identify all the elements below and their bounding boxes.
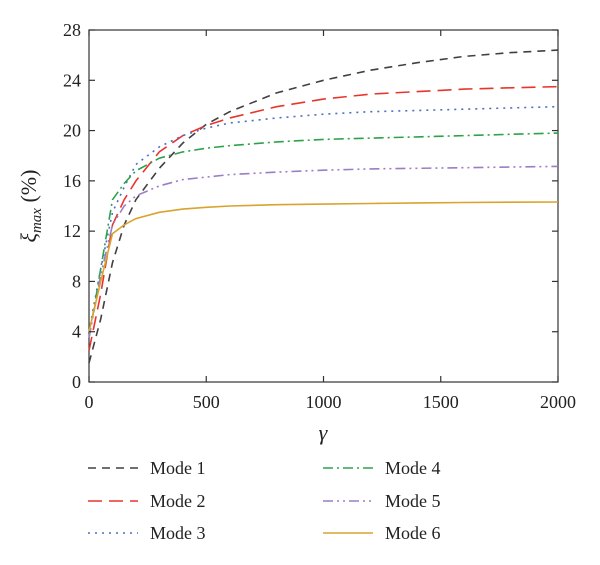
series-line-mode-3 [88, 105, 559, 332]
y-axis-label-symbol: ξ [16, 232, 41, 242]
x-axis: 0 500 1000 1500 2000 [85, 30, 576, 412]
y-axis: 0 4 8 12 16 20 24 28 [63, 20, 558, 392]
y-tick-label: 12 [63, 221, 81, 241]
y-tick-label: 20 [63, 121, 81, 141]
y-tick-label: 0 [72, 372, 81, 392]
series-line-mode-6 [88, 201, 559, 332]
legend-label: Mode 6 [385, 523, 441, 543]
series-line-mode-2 [88, 85, 559, 351]
legend-item: Mode 2 [88, 491, 206, 511]
legend-label: Mode 1 [150, 458, 206, 478]
y-tick-label: 24 [63, 70, 81, 90]
legend-item: Mode 4 [323, 458, 441, 478]
series-line-mode-1 [88, 49, 559, 364]
x-tick-label: 1000 [306, 392, 342, 412]
y-axis-label: ξmax (%) [16, 170, 45, 243]
legend-item: Mode 3 [88, 523, 206, 543]
y-tick-label: 8 [72, 271, 81, 291]
y-axis-label-unit: (%) [16, 170, 41, 208]
legend: Mode 1 Mode 2 Mode 3 Mode 4 Mode 5 Mode 6 [88, 458, 441, 543]
plot-frame [88, 29, 559, 383]
plot-area: 0 500 1000 1500 2000 0 4 8 12 16 20 24 28 [63, 20, 576, 412]
x-tick-label: 500 [193, 392, 220, 412]
legend-label: Mode 3 [150, 523, 206, 543]
y-axis-label-subscript: max [29, 208, 45, 233]
y-tick-label: 28 [63, 20, 81, 40]
series-line-mode-5 [88, 165, 559, 339]
legend-item: Mode 6 [323, 523, 441, 543]
x-tick-label: 2000 [540, 392, 576, 412]
series-line-mode-4 [88, 132, 559, 339]
legend-label: Mode 2 [150, 491, 206, 511]
legend-label: Mode 5 [385, 491, 441, 511]
series-group [88, 49, 559, 364]
legend-item: Mode 5 [323, 491, 441, 511]
legend-label: Mode 4 [385, 458, 441, 478]
x-axis-label: γ [319, 420, 329, 445]
y-tick-label: 16 [63, 171, 81, 191]
x-tick-label: 1500 [423, 392, 459, 412]
legend-item: Mode 1 [88, 458, 206, 478]
x-tick-label: 0 [85, 392, 94, 412]
y-tick-label: 4 [72, 322, 81, 342]
